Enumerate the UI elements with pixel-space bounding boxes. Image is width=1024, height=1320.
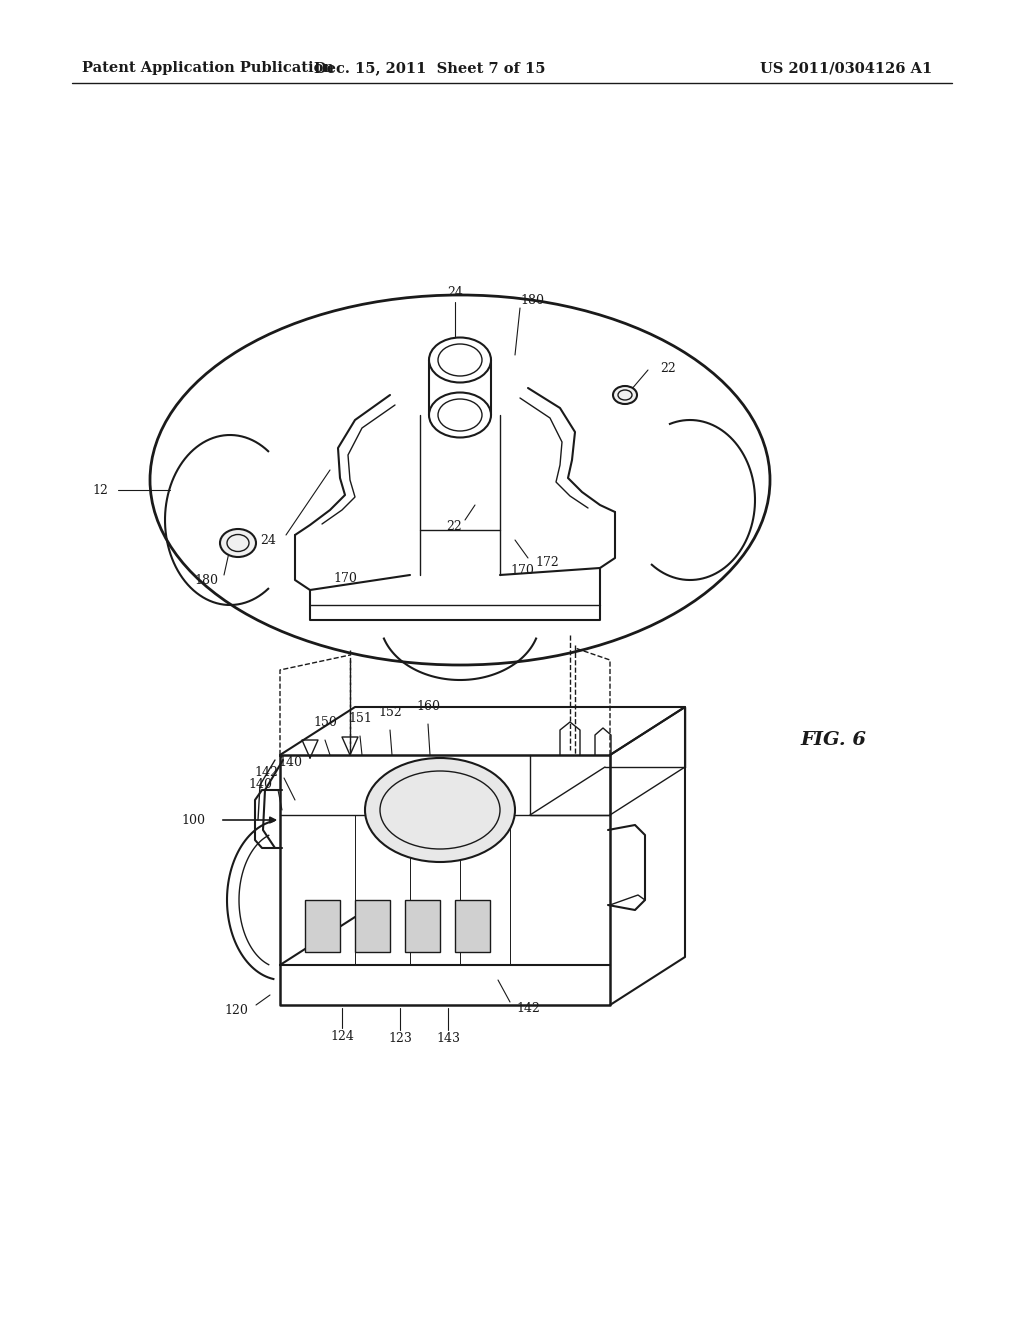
Text: 24: 24 [447,286,463,300]
Text: 160: 160 [416,700,440,713]
Text: 22: 22 [446,520,462,532]
Text: 140: 140 [278,755,302,768]
Text: 143: 143 [436,1031,460,1044]
Text: 12: 12 [92,483,108,496]
Text: 142: 142 [254,767,278,780]
Text: FIG. 6: FIG. 6 [800,731,866,748]
Text: 120: 120 [224,1003,248,1016]
Text: 100: 100 [181,813,205,826]
Ellipse shape [429,338,490,383]
Text: 142: 142 [516,1002,540,1015]
Ellipse shape [613,385,637,404]
Text: Dec. 15, 2011  Sheet 7 of 15: Dec. 15, 2011 Sheet 7 of 15 [314,61,546,75]
Text: 123: 123 [388,1031,412,1044]
Bar [455,900,490,952]
Ellipse shape [220,529,256,557]
Bar [406,900,440,952]
Text: Patent Application Publication: Patent Application Publication [82,61,334,75]
Text: 180: 180 [520,293,544,306]
Text: 180: 180 [194,573,218,586]
Bar [355,900,390,952]
Text: 151: 151 [348,711,372,725]
Text: 24: 24 [260,533,276,546]
Bar [305,900,340,952]
Text: 172: 172 [535,556,559,569]
Text: US 2011/0304126 A1: US 2011/0304126 A1 [760,61,932,75]
Text: 140: 140 [248,779,272,792]
Ellipse shape [438,345,482,376]
Text: 170: 170 [333,572,357,585]
Text: 150: 150 [313,715,337,729]
Text: 22: 22 [660,362,676,375]
Ellipse shape [429,392,490,437]
Text: 152: 152 [378,705,401,718]
Text: 124: 124 [330,1030,354,1043]
Text: 170: 170 [510,564,534,577]
Ellipse shape [365,758,515,862]
